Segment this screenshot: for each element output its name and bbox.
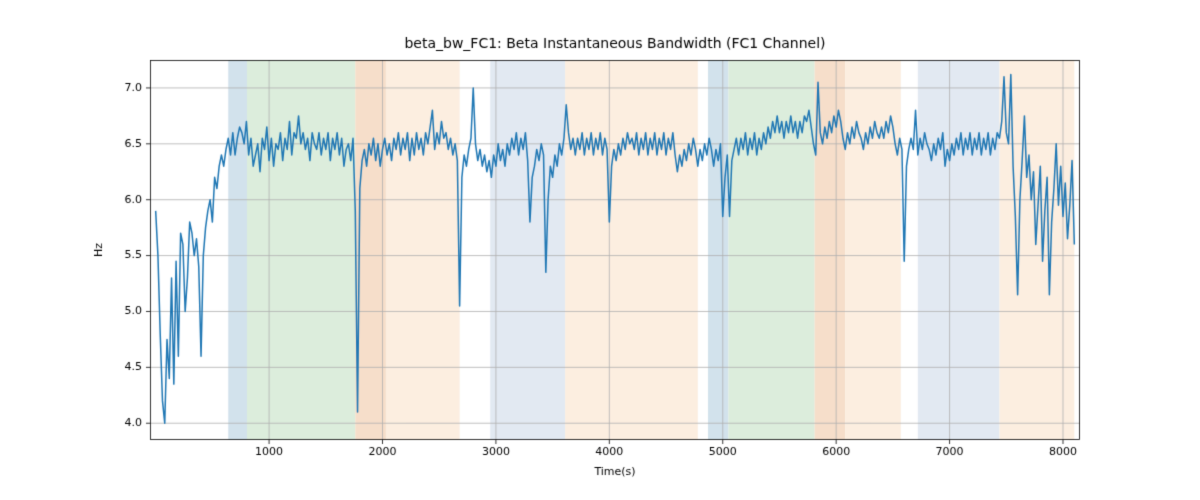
bandwidth-line-chart bbox=[0, 0, 1200, 500]
